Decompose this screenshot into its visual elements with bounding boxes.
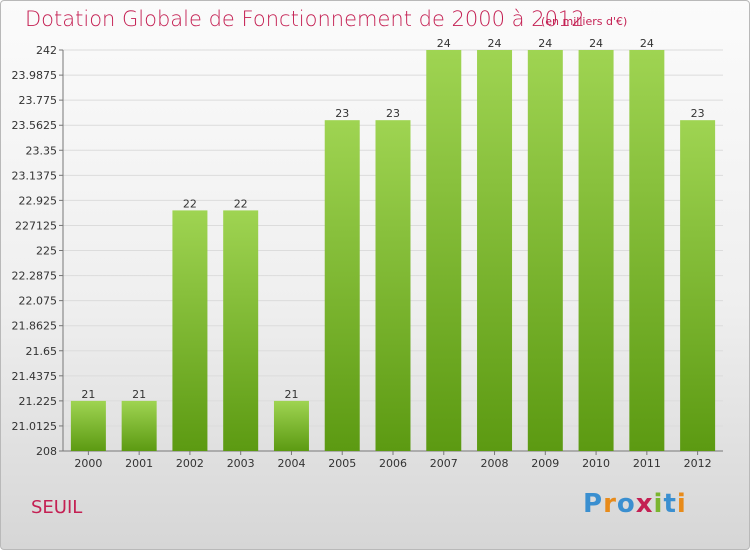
bar: [121, 400, 157, 451]
y-tick-label: 21.4375: [12, 370, 58, 383]
bar: [629, 50, 665, 451]
bar-value-label: 21: [132, 388, 146, 401]
bar: [223, 210, 259, 451]
bar: [172, 210, 208, 451]
logo-letter: P: [583, 489, 604, 519]
bar-value-label: 21: [81, 388, 95, 401]
y-tick-label: 208: [36, 445, 57, 458]
x-tick-label: 2007: [430, 457, 458, 470]
bar: [375, 120, 411, 452]
bar-value-label: 24: [538, 37, 552, 50]
bar-value-label: 24: [437, 37, 451, 50]
logo-letter: i: [676, 489, 687, 519]
bar-value-label: 21: [284, 388, 298, 401]
bar-value-label: 24: [488, 37, 502, 50]
y-tick-label: 225: [36, 245, 57, 258]
y-tick-label: 23.9875: [12, 69, 58, 82]
bar: [70, 400, 106, 451]
logo-letter: o: [616, 489, 636, 519]
chart-title: Dotation Globale de Fonctionnement de 20…: [25, 7, 585, 31]
x-tick-label: 2008: [481, 457, 509, 470]
y-tick-label: 22.2875: [12, 270, 58, 283]
y-tick-label: 23.775: [19, 94, 58, 107]
proxiti-logo[interactable]: Proxiti: [583, 489, 687, 519]
logo-letter: x: [635, 489, 654, 519]
x-tick-label: 2002: [176, 457, 204, 470]
x-tick-label: 2004: [277, 457, 305, 470]
y-tick-label: 22.075: [19, 295, 58, 308]
bar-value-label: 23: [335, 107, 349, 120]
x-tick-label: 2006: [379, 457, 407, 470]
bar-value-label: 24: [640, 37, 654, 50]
bar: [477, 50, 513, 451]
logo-letter: t: [663, 489, 677, 519]
y-tick-label: 23.35: [26, 144, 58, 157]
bar-value-label: 24: [589, 37, 603, 50]
bar: [426, 50, 462, 451]
y-tick-label: 21.65: [26, 345, 58, 358]
bar-value-label: 23: [691, 107, 705, 120]
x-tick-label: 2000: [74, 457, 102, 470]
bar-value-label: 22: [234, 197, 248, 210]
bar: [680, 120, 716, 452]
y-tick-label: 22.925: [19, 194, 58, 207]
y-tick-label: 23.1375: [12, 169, 58, 182]
y-tick-label: 21.225: [19, 395, 58, 408]
x-tick-label: 2003: [227, 457, 255, 470]
x-tick-label: 2009: [531, 457, 559, 470]
y-tick-label: 227125: [15, 219, 57, 232]
bars: [70, 50, 716, 452]
x-tick-label: 2011: [633, 457, 661, 470]
bar-value-label: 23: [386, 107, 400, 120]
bar: [578, 50, 614, 451]
bar: [324, 120, 360, 452]
chart-unit-label: (en milliers d'€): [541, 15, 628, 28]
bar: [527, 50, 563, 451]
logo-letter: r: [603, 489, 617, 519]
y-axis-tick-labels: 208 21.0125 21.225 21.4375 21.65 21.8625 22.07…: [12, 44, 58, 458]
logo-letter: i: [653, 489, 664, 519]
y-tick-label: 21.0125: [12, 420, 58, 433]
bar-value-label: 22: [183, 197, 197, 210]
x-tick-label: 2005: [328, 457, 356, 470]
bar-value-labels: 21 21 22 22 21 23 23 24 24 24 24 24 23: [81, 37, 704, 401]
bar: [273, 400, 309, 451]
x-tick-label: 2001: [125, 457, 153, 470]
x-axis-tick-labels: 2000 2001 2002 2003 2004 2005 2006 2007 2008 2009…: [74, 457, 711, 470]
x-tick-label: 2010: [582, 457, 610, 470]
y-tick-label: 242: [36, 44, 57, 57]
y-tick-label: 23.5625: [12, 119, 58, 132]
commune-name: SEUIL: [31, 497, 83, 518]
y-tick-label: 21.8625: [12, 320, 58, 333]
x-tick-label: 2012: [684, 457, 712, 470]
